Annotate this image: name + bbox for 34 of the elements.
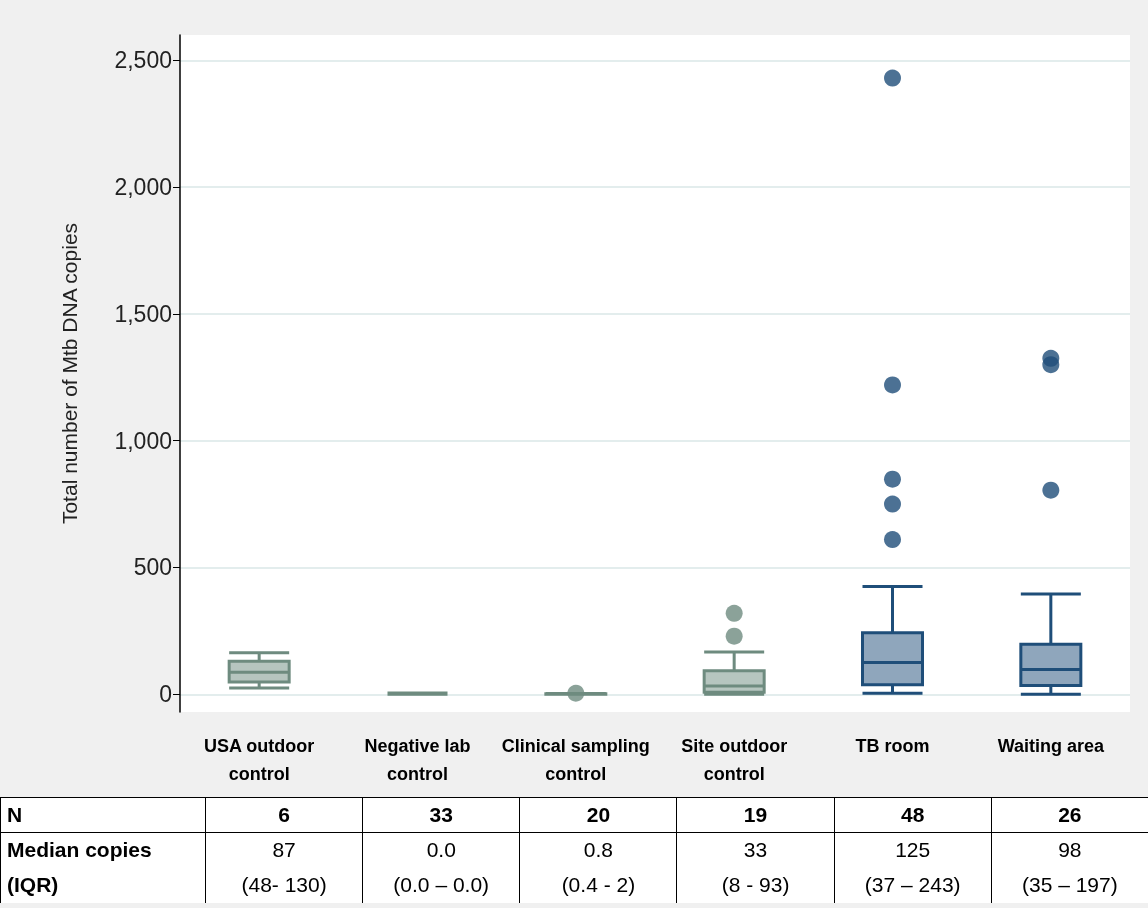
text: (8 - 93) bbox=[676, 867, 835, 903]
x-tick-label: Waiting area bbox=[997, 736, 1105, 756]
text: 98 bbox=[991, 832, 1148, 868]
y-tick-label: 1,000 bbox=[114, 427, 172, 454]
x-tick-label: USA outdoor control bbox=[204, 736, 315, 784]
text: 87 bbox=[205, 832, 363, 868]
x-tick-label: Site outdoor control bbox=[681, 736, 788, 784]
text: 125 bbox=[834, 832, 992, 868]
text: (48- 130) bbox=[205, 867, 363, 903]
y-axis-title: Total number of Mtb DNA copies bbox=[58, 222, 81, 525]
text: Median copies bbox=[0, 832, 206, 868]
text: (0.4 - 2) bbox=[519, 867, 677, 903]
x-tick-label: Negative lab control bbox=[364, 736, 471, 784]
text: (37 – 243) bbox=[834, 867, 992, 903]
y-tick-label: 500 bbox=[133, 554, 172, 581]
text: 20 bbox=[519, 797, 677, 833]
text: 48 bbox=[834, 797, 992, 833]
text: 0.8 bbox=[519, 832, 677, 868]
text: 33 bbox=[362, 797, 520, 833]
y-tick-label: 0 bbox=[159, 681, 172, 708]
y-tick-label: 1,500 bbox=[114, 300, 172, 327]
text: (35 – 197) bbox=[991, 867, 1148, 903]
text: 0.0 bbox=[362, 832, 520, 868]
text: (IQR) bbox=[0, 867, 206, 903]
x-tick-label: TB room bbox=[855, 736, 930, 756]
text: N bbox=[0, 797, 206, 833]
y-tick-label: 2,500 bbox=[114, 47, 172, 74]
y-tick-label: 2,000 bbox=[114, 174, 172, 201]
x-tick-label: Clinical sampling control bbox=[501, 736, 650, 784]
text: 33 bbox=[676, 832, 835, 868]
text: 26 bbox=[991, 797, 1148, 833]
text: 6 bbox=[205, 797, 363, 833]
text: (0.0 – 0.0) bbox=[362, 867, 520, 903]
text: 19 bbox=[676, 797, 835, 833]
